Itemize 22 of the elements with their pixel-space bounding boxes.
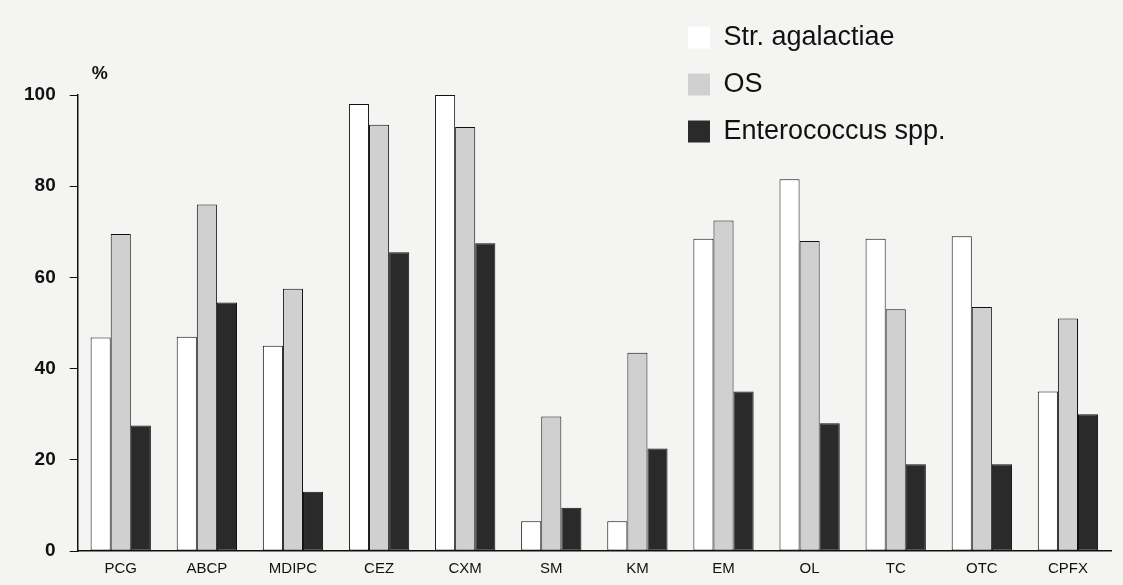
x-tick-label: KM	[626, 559, 649, 577]
y-tick-label: 100	[24, 83, 56, 105]
x-tick-label: CPFX	[1047, 559, 1088, 577]
x-tick-label: TC	[885, 559, 906, 577]
y-tick-label: 20	[34, 448, 56, 470]
y-axis-title: %	[91, 62, 108, 83]
y-tick-label: 0	[45, 539, 56, 561]
x-tick-label: CEZ	[364, 559, 395, 577]
x-tick-label: MDIPC	[268, 559, 318, 577]
x-tick-label: ABCP	[186, 559, 228, 577]
y-tick-label: 40	[34, 356, 56, 378]
x-tick-label: PCG	[104, 559, 138, 577]
x-tick-label: OL	[799, 559, 820, 577]
y-tick-label: 60	[34, 265, 56, 287]
legend-label: Enterococcus spp.	[723, 114, 946, 145]
legend-label: OS	[723, 67, 763, 98]
y-tick-label: 80	[34, 174, 56, 196]
legend-label: Str. agalactiae	[723, 20, 895, 51]
x-tick-label: CXM	[448, 559, 482, 577]
x-tick-label: OTC	[966, 559, 998, 577]
x-tick-label: EM	[712, 559, 735, 577]
x-tick-label: SM	[540, 559, 563, 577]
